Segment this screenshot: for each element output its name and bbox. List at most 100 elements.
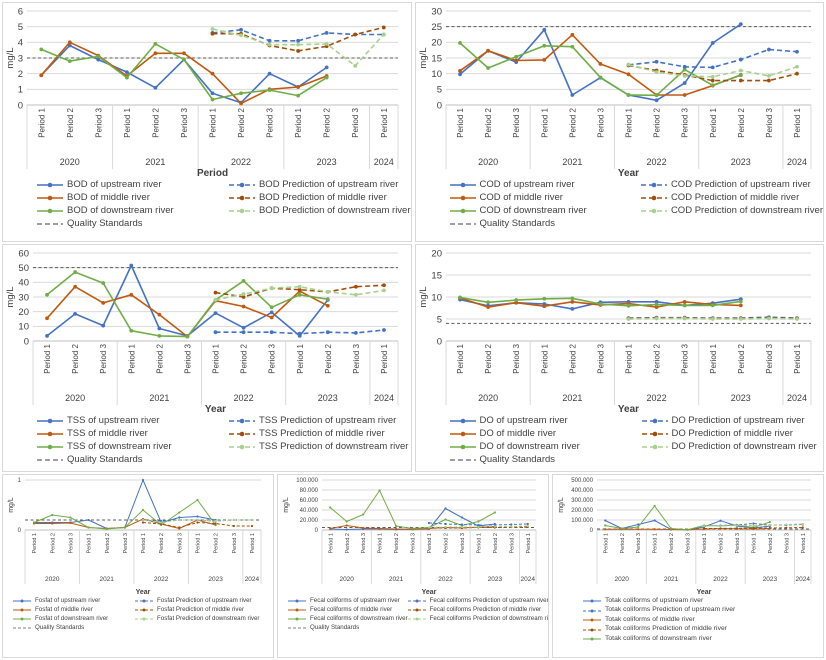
legend-item: TSS of upstream river (37, 415, 229, 427)
data-point (494, 511, 496, 513)
data-point (214, 311, 218, 315)
data-point (346, 524, 348, 526)
data-point (542, 44, 546, 48)
downstream-pred-line-key-icon (135, 615, 153, 623)
legend-label: Fosfat of middle river (35, 606, 93, 614)
upstream-line-key-icon (13, 597, 31, 605)
data-point (795, 72, 799, 76)
data-point (752, 522, 754, 524)
middle-pred-line-key-icon (229, 194, 255, 202)
data-point (296, 94, 300, 98)
data-point (69, 516, 71, 518)
data-point (382, 328, 386, 332)
data-point (514, 55, 518, 59)
legend-item: COD Prediction of upstream river (641, 179, 823, 191)
data-point (346, 520, 348, 522)
x-tick-label: Period 1 (456, 107, 465, 137)
y-tick-label: 1 (18, 85, 23, 96)
data-point (461, 523, 463, 525)
data-point (298, 293, 302, 297)
x-tick-label: Period 3 (266, 107, 275, 137)
y-tick-label: 40 (18, 278, 29, 289)
legend-item: Fosfat of upstream river (13, 597, 135, 605)
x-tick-label: Period 1 (801, 533, 807, 554)
x-tick-label: Period 2 (240, 343, 249, 373)
y-axis-title: mg/L (418, 286, 429, 307)
data-point (766, 317, 770, 321)
x-tick-label: Period 1 (793, 343, 802, 373)
year-label: 2021 (99, 576, 114, 583)
y-tick-label: 0 (18, 528, 22, 534)
data-point (326, 330, 330, 334)
data-point (296, 43, 300, 47)
y-tick-label: 40.000 (300, 508, 319, 514)
data-point (710, 75, 714, 79)
data-point (458, 41, 462, 45)
y-tick-label: 80.000 (300, 488, 319, 494)
y-axis-title: mg/L (5, 47, 16, 68)
data-point (461, 526, 463, 528)
x-tick-label: Period 3 (68, 533, 74, 554)
data-point (736, 527, 738, 529)
year-label: 2022 (438, 576, 453, 583)
x-tick-label: Period 1 (209, 107, 218, 137)
data-point (710, 66, 714, 70)
x-tick-label: Period 3 (596, 107, 605, 137)
year-label: 2022 (646, 393, 666, 403)
x-axis-title: Year (136, 589, 151, 596)
downstream-line-key-icon (583, 635, 601, 643)
y-tick-label: 50 (18, 263, 29, 274)
data-point (354, 285, 358, 289)
data-point (769, 521, 771, 523)
downstream-pred-line-key-icon (642, 443, 668, 451)
legend-label: DO Prediction of upstream river (672, 415, 805, 427)
legend-item: BOD of middle river (37, 192, 229, 204)
year-label: 2021 (145, 157, 165, 167)
data-point (362, 513, 364, 515)
data-point (738, 58, 742, 62)
x-axis-title: Year (617, 404, 638, 415)
data-point (242, 305, 246, 309)
data-point (382, 26, 386, 30)
y-tick-label: 20 (18, 307, 29, 318)
y-tick-label: 5 (436, 314, 441, 325)
upstream-line-key-icon (450, 181, 476, 189)
x-tick-label: Period 3 (183, 343, 192, 373)
year-label: 2022 (234, 393, 254, 403)
data-point (268, 72, 272, 76)
data-point (542, 28, 546, 32)
y-axis-title: mg/L (8, 497, 15, 513)
data-point (239, 91, 243, 95)
data-point (486, 49, 490, 53)
downstream-pred-line-key-icon (229, 207, 255, 215)
data-point (766, 79, 770, 83)
legend-label: COD of middle river (480, 192, 563, 204)
legend-label: Quality Standards (67, 454, 143, 466)
data-point (654, 505, 656, 507)
legend-item: Fosfat Prediction of middle river (135, 606, 259, 614)
y-tick-label: 10 (18, 322, 29, 333)
data-point (157, 334, 161, 338)
downstream-pred-line-key-icon (229, 443, 255, 451)
x-tick-label: Period 1 (708, 343, 717, 373)
legend-item: BOD Prediction of upstream river (229, 179, 411, 191)
data-point (196, 515, 198, 517)
legend-item: Fecal coliforms Prediction of upstream r… (408, 597, 549, 605)
x-tick-label: Period 3 (680, 343, 689, 373)
year-label: 2021 (664, 576, 679, 583)
data-point (125, 70, 129, 74)
legend-label: COD of upstream river (480, 179, 575, 191)
quality-standards-key-icon (288, 624, 306, 632)
data-point (654, 98, 658, 102)
y-axis-title: mg/L (558, 497, 565, 513)
data-point (654, 70, 658, 74)
middle-line-key-icon (288, 606, 306, 614)
data-point (196, 519, 198, 521)
